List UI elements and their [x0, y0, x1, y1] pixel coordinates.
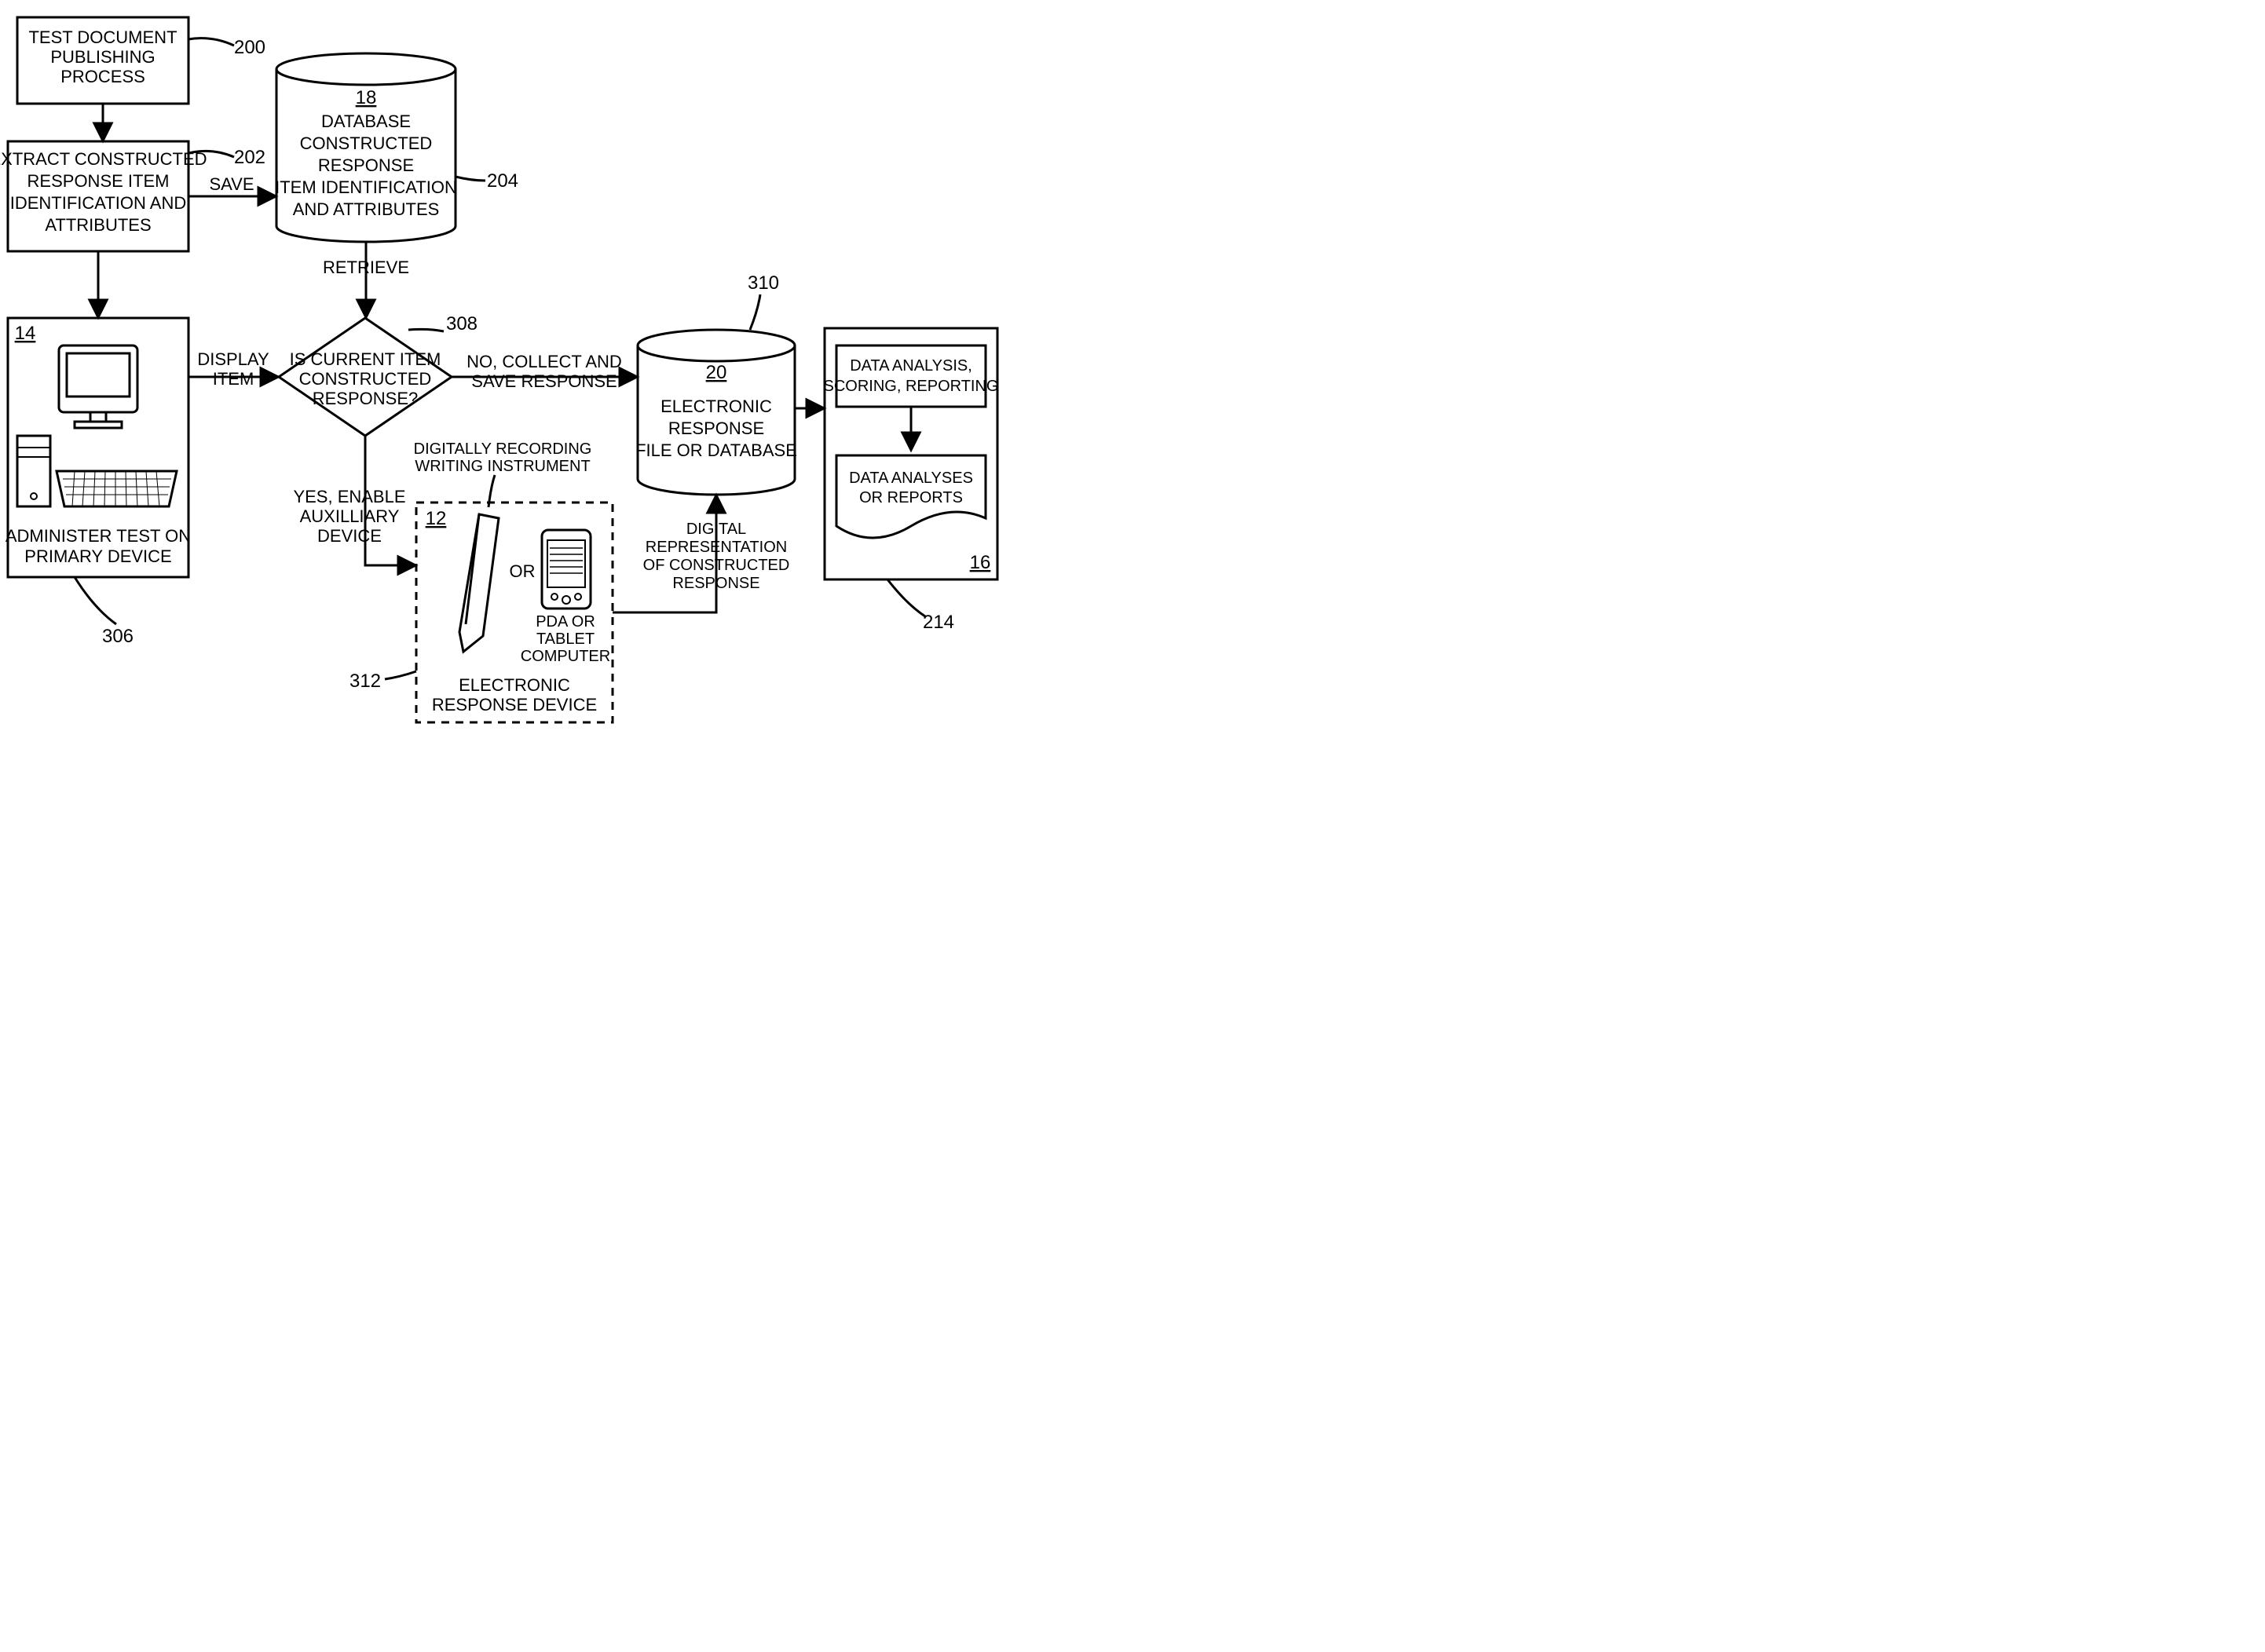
computer-icon: [17, 345, 177, 506]
n202-line1: EXTRACT CONSTRUCTED: [0, 149, 207, 169]
label-yes-2: AUXILLIARY: [300, 506, 400, 526]
ref-16: 16: [970, 552, 991, 573]
pda-line2: TABLET: [536, 630, 595, 648]
ref-18: 18: [356, 87, 377, 108]
ref-312: 312: [349, 671, 381, 692]
pen-icon: [459, 514, 499, 652]
label-dig-3: OF CONSTRUCTED: [643, 557, 790, 574]
or-label: OR: [510, 561, 536, 581]
leader-310: [750, 294, 760, 330]
n12-line2: RESPONSE DEVICE: [432, 695, 597, 715]
n200-line3: PROCESS: [60, 67, 145, 86]
label-dig-2: REPRESENTATION: [646, 539, 787, 556]
n308-line3: RESPONSE?: [313, 389, 419, 408]
label-save: SAVE: [209, 174, 254, 194]
pda-line3: COMPUTER: [521, 648, 610, 665]
node-reporting-16: 16 DATA ANALYSIS, SCORING, REPORTING DAT…: [824, 328, 999, 579]
pda-icon: [542, 530, 591, 609]
ref-14: 14: [15, 323, 36, 344]
n16-s1-line2: SCORING, REPORTING: [824, 378, 999, 395]
label-retrieve: RETRIEVE: [323, 258, 409, 277]
n20-line2: RESPONSE: [668, 418, 764, 438]
node-database-20: 20 ELECTRONIC RESPONSE FILE OR DATABASE: [635, 330, 797, 495]
label-yes-3: DEVICE: [317, 526, 382, 546]
n14-line1: ADMINISTER TEST ON: [5, 526, 191, 546]
n308-line2: CONSTRUCTED: [299, 369, 432, 389]
label-yes-1: YES, ENABLE: [293, 487, 405, 506]
node-administer-test: 14 ADMINIST: [5, 318, 191, 577]
label-display-2: ITEM: [213, 369, 254, 389]
n200-line1: TEST DOCUMENT: [28, 27, 177, 47]
ref-308: 308: [446, 313, 478, 334]
label-no-1: NO, COLLECT AND: [467, 352, 622, 371]
label-display-1: DISPLAY: [197, 349, 269, 369]
pen-line2: WRITING INSTRUMENT: [415, 458, 590, 475]
node-decision-308: IS CURRENT ITEM CONSTRUCTED RESPONSE?: [279, 318, 452, 436]
n18-line5: AND ATTRIBUTES: [293, 199, 440, 219]
node-extract-constructed-response: EXTRACT CONSTRUCTED RESPONSE ITEM IDENTI…: [0, 141, 207, 251]
n16-s2-line1: DATA ANALYSES: [849, 470, 973, 487]
leader-312: [385, 671, 416, 679]
ref-204: 204: [487, 170, 518, 192]
n18-line2: CONSTRUCTED: [300, 133, 433, 153]
ref-310: 310: [748, 272, 779, 294]
label-dig-1: DIGITAL: [686, 521, 746, 538]
n14-line2: PRIMARY DEVICE: [24, 546, 171, 566]
n20-line3: FILE OR DATABASE: [635, 440, 797, 460]
n200-line2: PUBLISHING: [50, 47, 155, 67]
pda-line1: PDA OR: [536, 613, 595, 630]
n18-line3: RESPONSE: [318, 155, 414, 175]
label-dig-4: RESPONSE: [672, 575, 759, 592]
leader-200: [188, 38, 234, 46]
n16-s1-line1: DATA ANALYSIS,: [850, 357, 972, 375]
ref-214: 214: [923, 612, 954, 633]
n308-line1: IS CURRENT ITEM: [290, 349, 441, 369]
leader-306: [75, 577, 116, 624]
ref-20: 20: [706, 362, 727, 383]
n20-line1: ELECTRONIC: [660, 397, 772, 416]
pen-line1: DIGITALLY RECORDING: [414, 440, 592, 458]
ref-12: 12: [426, 508, 447, 529]
node-test-document-publishing: TEST DOCUMENT PUBLISHING PROCESS: [17, 17, 188, 104]
leader-204: [456, 177, 485, 181]
node-electronic-response-device: 12 OR PDA OR TABLET COMPUTER ELECTRONIC …: [416, 503, 613, 722]
n202-line4: ATTRIBUTES: [45, 215, 151, 235]
n18-line1: DATABASE: [321, 111, 411, 131]
label-no-2: SAVE RESPONSE: [471, 371, 617, 391]
leader-308: [408, 329, 444, 331]
n12-line1: ELECTRONIC: [459, 675, 570, 695]
ref-306: 306: [102, 626, 134, 647]
node-database-18: 18 DATABASE CONSTRUCTED RESPONSE ITEM ID…: [275, 53, 457, 242]
n18-line4: ITEM IDENTIFICATION: [275, 177, 457, 197]
leader-214: [887, 579, 925, 616]
n202-line2: RESPONSE ITEM: [27, 171, 170, 191]
n202-line3: IDENTIFICATION AND: [10, 193, 187, 213]
n16-s2-line2: OR REPORTS: [859, 489, 963, 506]
ref-202: 202: [234, 147, 265, 168]
ref-200: 200: [234, 37, 265, 58]
